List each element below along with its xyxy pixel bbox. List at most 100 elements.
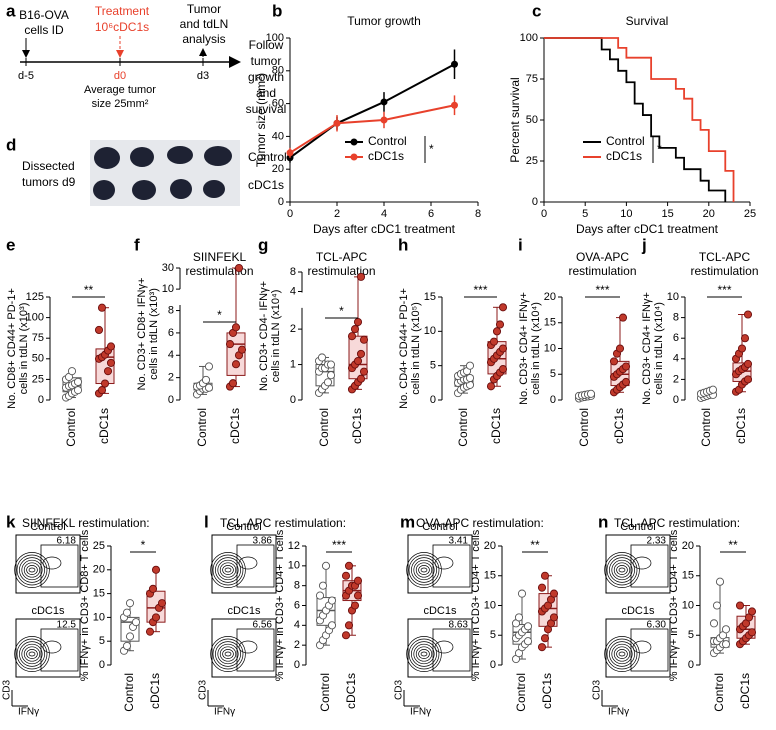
y-tick-label: 125	[26, 291, 44, 303]
flow-row-label: cDC1s	[621, 605, 655, 617]
data-point	[489, 337, 499, 346]
x-tick-label: cDC1s	[612, 408, 626, 444]
data-point	[618, 313, 628, 322]
y-tick-label: 4	[673, 353, 679, 365]
data-point	[498, 365, 508, 374]
contours	[14, 552, 50, 588]
y-tick-label: 25	[32, 373, 44, 385]
y-tick-label: 10	[424, 325, 436, 337]
data-point	[356, 349, 366, 358]
text: Dissected	[22, 159, 75, 173]
y-axis-label: cells in tdLN (x10³)	[148, 288, 160, 380]
tumors	[93, 146, 232, 200]
significance: *	[429, 142, 434, 156]
data-point	[326, 360, 336, 369]
data-point	[204, 383, 214, 392]
panel-title: restimulation	[690, 264, 758, 278]
x-tick-label: 5	[582, 208, 588, 220]
y-tick-label: 80	[272, 65, 284, 77]
data-point	[708, 385, 718, 394]
y-tick-label: 8	[294, 580, 300, 592]
gate	[630, 628, 669, 672]
contour	[609, 641, 635, 667]
y-tick-label: 100	[266, 32, 284, 44]
significance: **	[530, 538, 540, 552]
data-point	[498, 303, 508, 312]
data-point	[125, 599, 135, 608]
data-point	[621, 377, 631, 387]
y-tick-label: 15	[484, 570, 496, 582]
x-tick-label: 15	[661, 208, 673, 220]
gate	[40, 544, 79, 588]
data-point	[540, 571, 550, 580]
y-tick-label: 2	[168, 372, 174, 384]
panel-label: l	[204, 512, 209, 531]
contour	[28, 567, 36, 573]
x-tick-label: 8	[475, 208, 481, 220]
data-point	[353, 591, 363, 600]
data-point	[537, 643, 547, 652]
data-point	[106, 342, 116, 351]
panel-label: i	[518, 235, 523, 254]
y-tick-label: 10	[93, 611, 105, 623]
contours	[14, 636, 50, 672]
flow-axis-label: CD3	[198, 680, 209, 700]
data-point	[465, 373, 475, 383]
contour	[613, 646, 631, 662]
x-tick-label: cDC1s	[738, 673, 752, 709]
legend-label: Control	[606, 134, 645, 148]
legend-marker	[350, 138, 358, 146]
contour	[16, 554, 48, 586]
contour	[434, 556, 454, 570]
text: Average tumor	[84, 84, 156, 96]
panel-label: m	[400, 512, 415, 531]
y-tick-label: 4	[168, 349, 174, 361]
contour	[238, 556, 258, 570]
contour	[606, 554, 638, 586]
contour	[215, 557, 241, 583]
flow-axis-label: CD3	[394, 680, 405, 700]
flow-axis-label: CD3	[2, 680, 13, 700]
x-tick-label: Control	[712, 673, 726, 712]
data-point	[359, 335, 369, 344]
point	[451, 60, 458, 68]
y-tick-label: 6	[294, 599, 300, 611]
text: 10⁶cDC1s	[95, 20, 149, 34]
y-axis-label: % IFNγ+ in CD3+ CD4+ T cells	[668, 529, 680, 681]
text: analysis	[182, 32, 225, 46]
x-tick-label: Control	[318, 673, 332, 712]
contour	[210, 636, 246, 672]
x-tick-label: Control	[456, 408, 470, 447]
contour	[14, 636, 50, 672]
data-point	[621, 362, 631, 371]
text: and tdLN	[180, 17, 229, 31]
data-point	[103, 367, 113, 376]
data-point	[327, 621, 337, 630]
data-point	[122, 641, 132, 651]
significance: ***	[332, 538, 346, 552]
panel-title: restimulation	[568, 264, 636, 278]
panel-title: OVA-APC restimulation:	[416, 516, 544, 530]
x-tick-label: 20	[703, 208, 715, 220]
x-axis-label: Days after cDC1 treatment	[313, 222, 456, 236]
y-tick-label: 0	[99, 659, 105, 671]
contour	[42, 640, 62, 654]
text: Treatment	[95, 4, 150, 18]
contour	[224, 567, 232, 573]
significance: *	[657, 142, 662, 156]
y-tick-label: 5	[550, 368, 556, 380]
legend-label: cDC1s	[368, 149, 404, 163]
data-point	[747, 628, 757, 637]
gate	[432, 628, 471, 672]
point	[286, 149, 294, 157]
y-tick-label: 6	[673, 332, 679, 344]
contour	[604, 552, 640, 588]
text: cDC1s	[248, 178, 284, 192]
text: cells ID	[24, 23, 64, 37]
y-axis-label: cells in tdLN (x10⁴)	[270, 290, 282, 383]
contours	[406, 552, 442, 588]
data-point	[356, 272, 366, 281]
contour	[26, 565, 38, 575]
flow-row-label: cDC1s	[227, 605, 261, 617]
photo-panel: d Dissected tumors d9 Control cDC1s	[6, 135, 287, 206]
